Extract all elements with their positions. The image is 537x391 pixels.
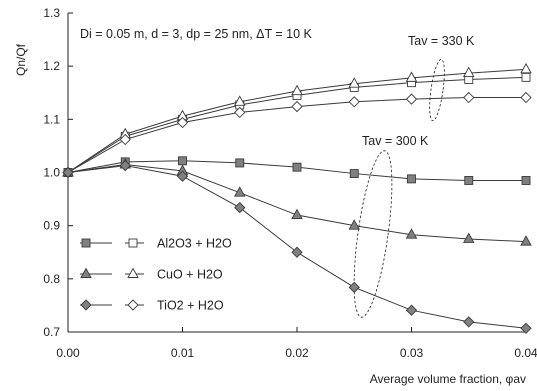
data-point-tio2-h2o-300k <box>234 201 246 214</box>
data-point-tio2-h2o-330k <box>348 96 360 108</box>
legend-marker-open <box>127 299 139 311</box>
data-point-tio2-h2o-330k <box>405 93 418 105</box>
y-tick-label: 1.1 <box>43 112 60 126</box>
legend-label: Al2O3 + H2O <box>157 237 232 251</box>
data-point-tio2-h2o-300k <box>119 159 131 172</box>
x-tick-label: 0.04 <box>514 346 537 360</box>
legend: Al2O3 + H2O CuO + H2O TiO2 + H2O <box>80 237 232 313</box>
y-tick-label: 0.8 <box>43 272 60 286</box>
data-point-tio2-h2o-300k <box>62 166 74 179</box>
data-point-tio2-h2o-330k <box>291 100 303 113</box>
y-axis-label: Qn/Qf <box>14 43 28 76</box>
legend-label: TiO2 + H2O <box>157 299 224 313</box>
ellipse-tav-330 <box>429 58 445 122</box>
legend-marker-filled <box>80 267 92 278</box>
y-tick-label: 0.9 <box>43 219 60 233</box>
legend-marker-open <box>128 238 138 248</box>
data-point-al2o3-h2o-300k <box>464 176 474 185</box>
data-point-cuo-h2o-300k <box>291 208 303 219</box>
data-point-tio2-h2o-300k <box>176 170 189 182</box>
ticks <box>67 12 527 333</box>
data-point-cuo-h2o-330k <box>462 66 475 78</box>
series-markers <box>62 62 532 334</box>
series-line-cuo-h2o-300k <box>67 164 527 243</box>
legend-marker-filled <box>81 238 91 248</box>
legend-label: CuO + H2O <box>157 268 223 282</box>
legend-marker-open <box>127 267 139 278</box>
data-point-al2o3-h2o-330k <box>521 72 531 82</box>
data-point-tio2-h2o-330k <box>463 91 475 104</box>
data-point-cuo-h2o-330k <box>291 84 303 96</box>
data-point-cuo-h2o-330k <box>348 77 361 88</box>
tav-300-label: Tav = 300 K <box>362 134 429 148</box>
data-point-al2o3-h2o-300k <box>292 162 302 172</box>
data-point-tio2-h2o-330k <box>119 133 131 146</box>
data-point-al2o3-h2o-300k <box>178 156 187 166</box>
data-point-al2o3-h2o-300k <box>407 174 416 184</box>
y-tick-label: 1.3 <box>43 6 60 20</box>
data-point-al2o3-h2o-300k <box>235 158 245 168</box>
tick-labels: 0.7 0.8 0.9 1.0 1.1 1.2 1.3 0.00 0.01 0.02 0.03 0.0… <box>43 6 537 360</box>
params-annotation: Di = 0.05 m, d = 3, dp = 25 nm, ΔT = 10 … <box>80 27 313 41</box>
y-tick-label: 1.2 <box>43 59 60 73</box>
data-point-cuo-h2o-300k <box>520 235 532 246</box>
ellipse-tav-300 <box>353 150 393 318</box>
x-tick-label: 0.03 <box>400 346 424 360</box>
data-point-tio2-h2o-300k <box>291 246 303 258</box>
x-axis-label: Average volume fraction, φav <box>370 372 526 386</box>
data-point-tio2-h2o-330k <box>520 91 532 104</box>
data-point-cuo-h2o-330k <box>233 95 246 106</box>
data-point-cuo-h2o-330k <box>405 71 418 82</box>
data-point-cuo-h2o-300k <box>462 232 475 243</box>
y-tick-label: 0.7 <box>43 325 60 339</box>
data-point-tio2-h2o-330k <box>176 116 189 129</box>
tav-330-label: Tav = 330 K <box>408 34 475 48</box>
x-tick-label: 0.00 <box>56 346 80 360</box>
data-point-cuo-h2o-300k <box>233 186 246 197</box>
data-point-cuo-h2o-330k <box>520 62 532 74</box>
y-tick-label: 1.0 <box>43 166 60 180</box>
data-point-al2o3-h2o-300k <box>349 169 359 179</box>
data-point-tio2-h2o-300k <box>348 281 360 293</box>
x-tick-label: 0.01 <box>171 346 195 360</box>
data-point-tio2-h2o-330k <box>234 106 246 119</box>
legend-marker-filled <box>80 299 92 311</box>
x-tick-label: 0.02 <box>285 346 309 360</box>
data-point-tio2-h2o-300k <box>463 316 475 328</box>
data-point-cuo-h2o-300k <box>348 219 361 230</box>
data-point-tio2-h2o-300k <box>520 322 532 334</box>
data-point-tio2-h2o-300k <box>405 304 418 316</box>
data-point-cuo-h2o-300k <box>405 228 418 239</box>
data-point-al2o3-h2o-300k <box>521 176 531 185</box>
